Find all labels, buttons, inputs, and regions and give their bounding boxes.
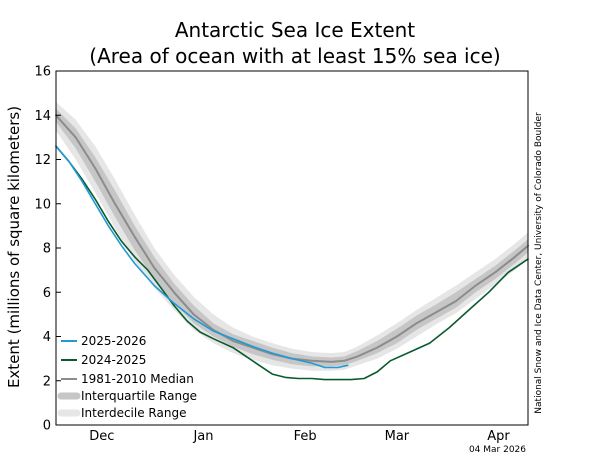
series-line-2025-2026: [55, 145, 349, 369]
series-line-1981-2010-median: [55, 114, 529, 363]
range-bands: [56, 102, 528, 371]
y-tick-label: 0: [43, 419, 51, 434]
date-stamp: 04 Mar 2026: [469, 445, 526, 455]
y-tick-label: 10: [34, 197, 51, 212]
y-tick-label: 4: [43, 330, 51, 345]
x-tick-label: Mar: [385, 429, 410, 444]
y-tick-label: 6: [43, 286, 51, 301]
legend: 2025-2026 2024-2025 1981-2010 Median Interq…: [57, 334, 197, 420]
chart-subtitle: (Area of ocean with at least 15% sea ice…: [89, 44, 500, 68]
x-tick-label: Jan: [192, 429, 213, 444]
y-tick-label: 14: [34, 109, 51, 124]
x-axis-ticks: Dec Jan Feb Mar Apr: [89, 429, 510, 444]
y-tick-label: 2: [43, 374, 51, 389]
y-axis-label: Extent (millions of square kilometers): [5, 106, 23, 388]
x-tick-label: Feb: [294, 429, 317, 444]
series-lines: [55, 114, 529, 381]
y-tick-label: 8: [43, 242, 51, 257]
x-tick-label: Dec: [89, 429, 114, 444]
y-axis-ticks: 0 2 4 6 8 10 12 14 16: [34, 65, 61, 434]
legend-label-interdecile-range: Interdecile Range: [81, 406, 186, 420]
series-line-2024-2025: [55, 145, 529, 381]
legend-label-2025-2026: 2025-2026: [81, 334, 146, 348]
credit-text: National Snow and Ice Data Center, Unive…: [534, 112, 544, 414]
x-tick-label: Apr: [487, 429, 510, 444]
legend-label-interquartile-range: Interquartile Range: [81, 389, 197, 403]
legend-label-1981-2010-median: 1981-2010 Median: [81, 372, 194, 386]
legend-label-2024-2025: 2024-2025: [81, 353, 146, 367]
y-tick-label: 16: [34, 65, 51, 80]
interquartile-range-band: [56, 108, 528, 367]
chart-title: Antarctic Sea Ice Extent: [175, 18, 415, 42]
y-tick-label: 12: [34, 153, 51, 168]
